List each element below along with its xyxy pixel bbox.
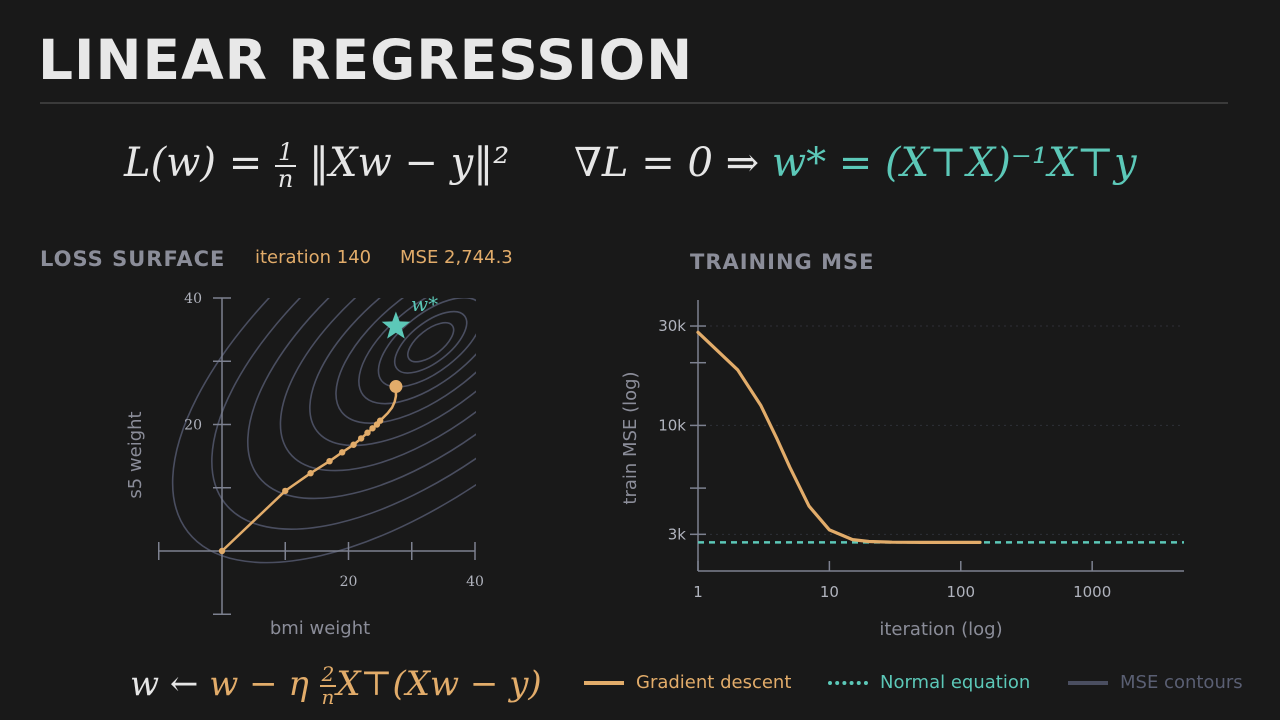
legend-ne-label: Normal equation <box>880 672 1031 693</box>
optimum-label: w* <box>411 292 438 316</box>
loss-x-tick-label: 40 <box>466 574 484 590</box>
mse-y-tick-label: 10k <box>658 416 686 434</box>
iteration-readout: iteration 140 <box>255 247 372 268</box>
legend-gd-swatch <box>584 681 624 685</box>
loss-x-tick-label: 20 <box>340 574 358 590</box>
legend-gradient-descent: Gradient descent <box>584 672 791 693</box>
legend-ne-swatch <box>828 681 868 685</box>
update-rule-lhs: w ← <box>130 664 210 704</box>
mse-y-tick-label: 3k <box>668 525 687 543</box>
gradient-descent-step <box>364 429 371 436</box>
mse-x-tick-label: 100 <box>946 583 975 601</box>
mse-x-axis-label: iteration (log) <box>879 619 1002 640</box>
contour-line <box>279 298 476 472</box>
loss-surface-heading: LOSS SURFACE <box>40 247 226 271</box>
legend-mse-contours: MSE contours <box>1068 672 1243 693</box>
training-mse-axes: 1 10 100 1000 3k 10k 30k <box>658 300 1184 601</box>
loss-y-tick-label: 40 <box>184 291 202 307</box>
gradient-descent-line <box>221 386 398 552</box>
gradient-descent-step <box>338 449 346 456</box>
loss-surface-axes: 20 40 20 40 <box>158 291 484 615</box>
mse-contours <box>171 298 476 564</box>
loss-equation-rhs: ‖Xw − y‖² <box>308 140 510 187</box>
legend-contour-label: MSE contours <box>1120 672 1243 693</box>
loss-equation: L(w) = 1 n ‖Xw − y‖² <box>124 139 510 194</box>
contour-line <box>309 298 476 447</box>
legend-normal-equation: Normal equation <box>828 672 1030 693</box>
gradient-descent-step <box>326 457 333 465</box>
update-frac-denominator: n <box>321 685 335 709</box>
gradient-descent-endpoint <box>389 380 403 394</box>
mse-readout: MSE 2,744.3 <box>400 247 513 268</box>
gradient-descent-step <box>350 441 357 448</box>
contour-line <box>211 298 476 530</box>
gradient-descent-step <box>357 435 365 442</box>
contour-line <box>246 298 476 500</box>
loss-y-tick-label: 20 <box>184 418 202 434</box>
normal-equation-lhs: ∇L = 0 ⇒ <box>574 140 772 186</box>
mse-x-tick-label: 1 <box>693 583 703 601</box>
contour-line <box>358 298 476 405</box>
loss-equation-lhs: L(w) = <box>124 140 275 187</box>
legend-contour-swatch <box>1068 681 1108 685</box>
update-rule-tail: X⊤(Xw − y) <box>336 664 542 704</box>
mse-y-tick-label: 30k <box>658 317 686 335</box>
page-title: LINEAR REGRESSION <box>38 28 694 92</box>
gradient-descent-path <box>218 311 411 555</box>
contour-line <box>393 310 468 374</box>
training-mse-series <box>696 330 1184 545</box>
gradient-descent-step <box>218 547 226 555</box>
gradient-descent-step <box>307 470 314 477</box>
update-rule-rhs: w − η <box>209 664 320 704</box>
loss-surface-plot: 20 40 20 40 bmi weight s5 weight w* <box>125 291 484 639</box>
normal-equation-solution: w* = (X⊤X)⁻¹X⊤y <box>771 140 1137 186</box>
contour-line <box>377 298 476 388</box>
gradient-descent-mse-line <box>696 330 982 545</box>
mse-x-tick-label: 10 <box>820 583 839 601</box>
update-rule-equation: w ← w − η 2 n X⊤(Xw − y) <box>130 664 542 708</box>
mse-x-tick-label: 1000 <box>1073 583 1111 601</box>
loss-frac-numerator: 1 <box>274 139 297 168</box>
training-mse-heading: TRAINING MSE <box>690 250 875 274</box>
gradient-descent-step <box>282 487 289 495</box>
gradient-descent-step <box>369 425 376 432</box>
gradient-descent-step <box>376 417 384 424</box>
loss-frac-denominator: n <box>277 165 294 194</box>
training-mse-plot: 1 10 100 1000 3k 10k 30k iteration (log) train… <box>620 300 1184 640</box>
mse-y-axis-label: train MSE (log) <box>620 371 641 504</box>
loss-x-axis-label: bmi weight <box>270 618 370 639</box>
optimum-star-icon <box>381 311 411 339</box>
contour-line <box>335 298 476 424</box>
loss-y-axis-label: s5 weight <box>125 411 146 498</box>
normal-equation: ∇L = 0 ⇒ w* = (X⊤X)⁻¹X⊤y <box>574 140 1137 186</box>
update-frac-numerator: 2 <box>319 662 337 687</box>
contour-line <box>171 298 476 564</box>
contour-line <box>407 321 455 363</box>
title-divider <box>40 102 1228 104</box>
legend-gd-label: Gradient descent <box>636 672 792 693</box>
